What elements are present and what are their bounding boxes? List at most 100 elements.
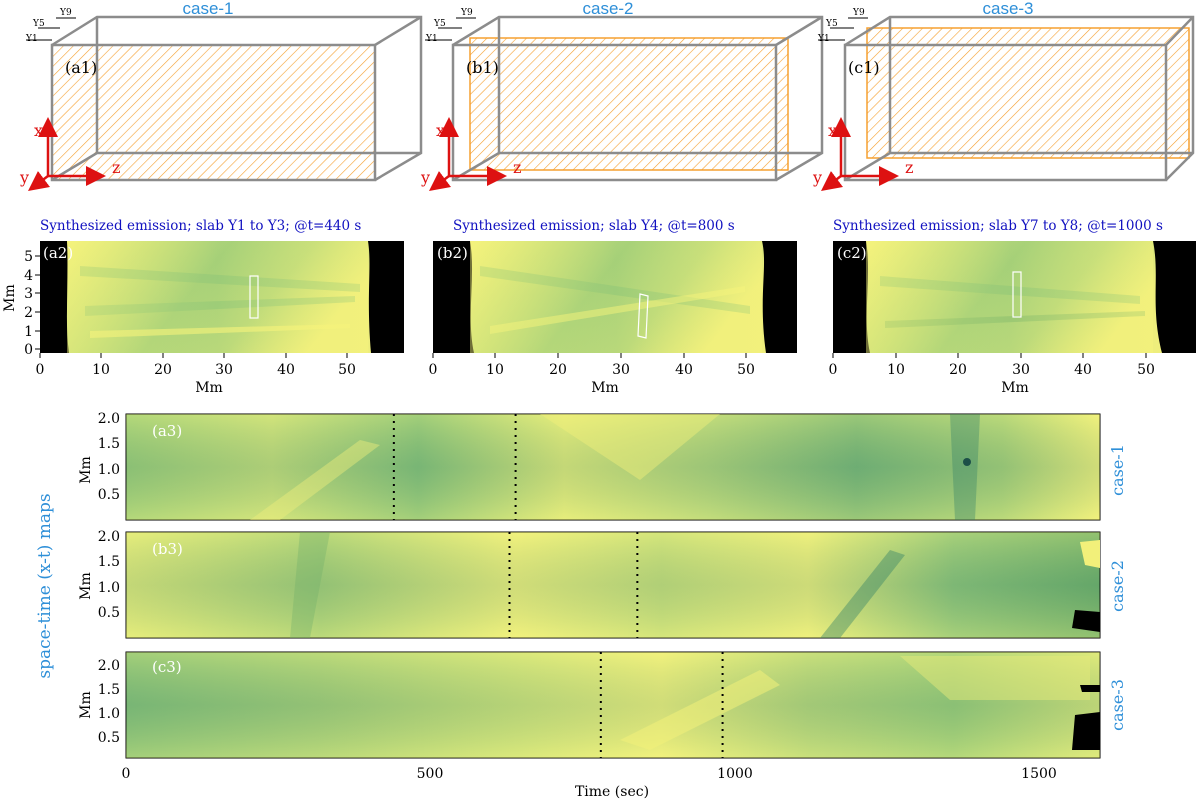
- time-axis-label: Time (sec): [575, 784, 649, 799]
- svg-text:z: z: [513, 158, 521, 177]
- svg-text:z: z: [905, 158, 913, 177]
- svg-text:Y1: Y1: [817, 34, 830, 44]
- panel-label-b2: (b2): [437, 244, 468, 262]
- svg-text:4: 4: [24, 268, 33, 284]
- case-2-title: case-2: [582, 0, 634, 18]
- box-outline: [51, 15, 423, 182]
- xt-case-label-b3: case-2: [1108, 560, 1127, 612]
- svg-text:50: 50: [338, 362, 356, 378]
- svg-text:0: 0: [429, 362, 438, 378]
- box-diagrams: Y9 Y5 Y1 (a1) x z y Y9 Y5 Y1 (b1) x z y: [19, 8, 1195, 191]
- space-time-side-label: space-time (x-t) maps: [35, 493, 55, 678]
- svg-text:50: 50: [1137, 362, 1155, 378]
- xt-ylabel-a3: Mm: [78, 456, 94, 484]
- case-1-title: case-1: [182, 0, 234, 18]
- slab-hatch-b1: [469, 37, 789, 171]
- svg-text:2.0: 2.0: [98, 529, 120, 545]
- box-case-2: Y9 Y5 Y1 (b1) x z y: [420, 8, 824, 191]
- emission-panels: (a2) 0 10 20 30 40 50 0 1 2 3 4 5 Mm Mm …: [2, 241, 1196, 396]
- svg-text:Y9: Y9: [460, 8, 473, 18]
- emission-ylabel: Mm: [2, 284, 18, 312]
- svg-text:10: 10: [92, 362, 110, 378]
- panel-label-c2: (c2): [837, 244, 867, 262]
- svg-text:Y1: Y1: [425, 34, 438, 44]
- svg-text:0: 0: [829, 362, 838, 378]
- svg-text:x: x: [828, 121, 837, 140]
- panel-label-a2: (a2): [43, 244, 73, 262]
- case-3-title: case-3: [982, 0, 1034, 18]
- emission-title-a2: Synthesized emission; slab Y1 to Y3; @t=…: [40, 218, 362, 234]
- xt-map-c3: (c3): [125, 651, 1101, 759]
- xt-maps: (a3) 0.5 1.0 1.5 2.0 Mm case-1 (b3) 0.5 …: [35, 411, 1127, 799]
- svg-text:z: z: [112, 158, 120, 177]
- svg-text:1.5: 1.5: [98, 554, 120, 570]
- svg-text:1.5: 1.5: [98, 682, 120, 698]
- emission-xlabel-a2: Mm: [195, 380, 223, 396]
- svg-text:40: 40: [277, 362, 295, 378]
- svg-text:1.0: 1.0: [98, 706, 120, 722]
- svg-text:y: y: [812, 168, 822, 187]
- svg-text:0.5: 0.5: [98, 605, 120, 621]
- svg-text:Y1: Y1: [25, 34, 38, 44]
- svg-text:1.0: 1.0: [98, 462, 120, 478]
- svg-text:5: 5: [24, 249, 33, 265]
- box-case-1: Y9 Y5 Y1 (a1) x z y: [19, 8, 423, 191]
- emission-xlabel-c2: Mm: [1001, 380, 1029, 396]
- svg-text:40: 40: [1074, 362, 1092, 378]
- time-tick-0: 0: [122, 766, 131, 782]
- svg-text:30: 30: [612, 362, 630, 378]
- panel-label-c3: (c3): [152, 658, 182, 676]
- svg-text:Y9: Y9: [852, 8, 865, 18]
- svg-text:0: 0: [36, 362, 45, 378]
- svg-text:1.0: 1.0: [98, 580, 120, 596]
- svg-text:20: 20: [549, 362, 567, 378]
- time-tick-500: 500: [417, 766, 444, 782]
- time-tick-1000: 1000: [717, 766, 753, 782]
- emission-map-a2: (a2): [40, 241, 404, 353]
- x-axis-label: x: [34, 121, 43, 140]
- xt-map-a3: (a3): [125, 413, 1101, 521]
- xt-case-label-c3: case-3: [1108, 679, 1127, 731]
- xt-ylabel-c3: Mm: [78, 691, 94, 719]
- svg-text:0.5: 0.5: [98, 487, 120, 503]
- svg-text:3: 3: [24, 286, 33, 302]
- emission-title-c2: Synthesized emission; slab Y7 to Y8; @t=…: [833, 218, 1163, 234]
- svg-text:x: x: [436, 121, 445, 140]
- slab-hatch-a1: [51, 44, 376, 181]
- emission-xlabel-b2: Mm: [591, 380, 619, 396]
- svg-text:1.5: 1.5: [98, 436, 120, 452]
- box-case-3: Y9 Y5 Y1 (c1) x z y: [812, 8, 1195, 191]
- svg-text:2: 2: [24, 305, 33, 321]
- xt-case-label-a3: case-1: [1108, 444, 1127, 496]
- svg-text:0.5: 0.5: [98, 730, 120, 746]
- panel-label-b1: (b1): [466, 58, 499, 77]
- xt-ylabel-b3: Mm: [78, 572, 94, 600]
- emission-map-b2: (b2): [433, 241, 797, 353]
- svg-text:30: 30: [215, 362, 233, 378]
- svg-text:40: 40: [675, 362, 693, 378]
- panel-label-a1: (a1): [65, 58, 97, 77]
- svg-text:0: 0: [24, 342, 33, 358]
- svg-text:10: 10: [486, 362, 504, 378]
- svg-text:20: 20: [154, 362, 172, 378]
- svg-text:50: 50: [737, 362, 755, 378]
- panel-label-a3: (a3): [152, 422, 182, 440]
- panel-label-c1: (c1): [848, 58, 880, 77]
- svg-text:Y5: Y5: [433, 19, 446, 29]
- svg-text:10: 10: [887, 362, 905, 378]
- svg-text:30: 30: [1012, 362, 1030, 378]
- slab-hatch-c1: [866, 27, 1190, 159]
- svg-text:Y5: Y5: [32, 19, 45, 29]
- svg-text:1: 1: [24, 324, 33, 340]
- time-tick-1500: 1500: [1021, 766, 1057, 782]
- y9-label: Y9: [59, 8, 72, 18]
- svg-text:y: y: [19, 168, 29, 187]
- svg-text:2.0: 2.0: [98, 411, 120, 427]
- svg-text:20: 20: [949, 362, 967, 378]
- svg-text:Y5: Y5: [825, 19, 838, 29]
- emission-map-c2: (c2): [833, 241, 1196, 353]
- emission-title-b2: Synthesized emission; slab Y4; @t=800 s: [453, 218, 735, 234]
- svg-text:2.0: 2.0: [98, 658, 120, 674]
- panel-label-b3: (b3): [152, 540, 183, 558]
- svg-text:y: y: [420, 168, 430, 187]
